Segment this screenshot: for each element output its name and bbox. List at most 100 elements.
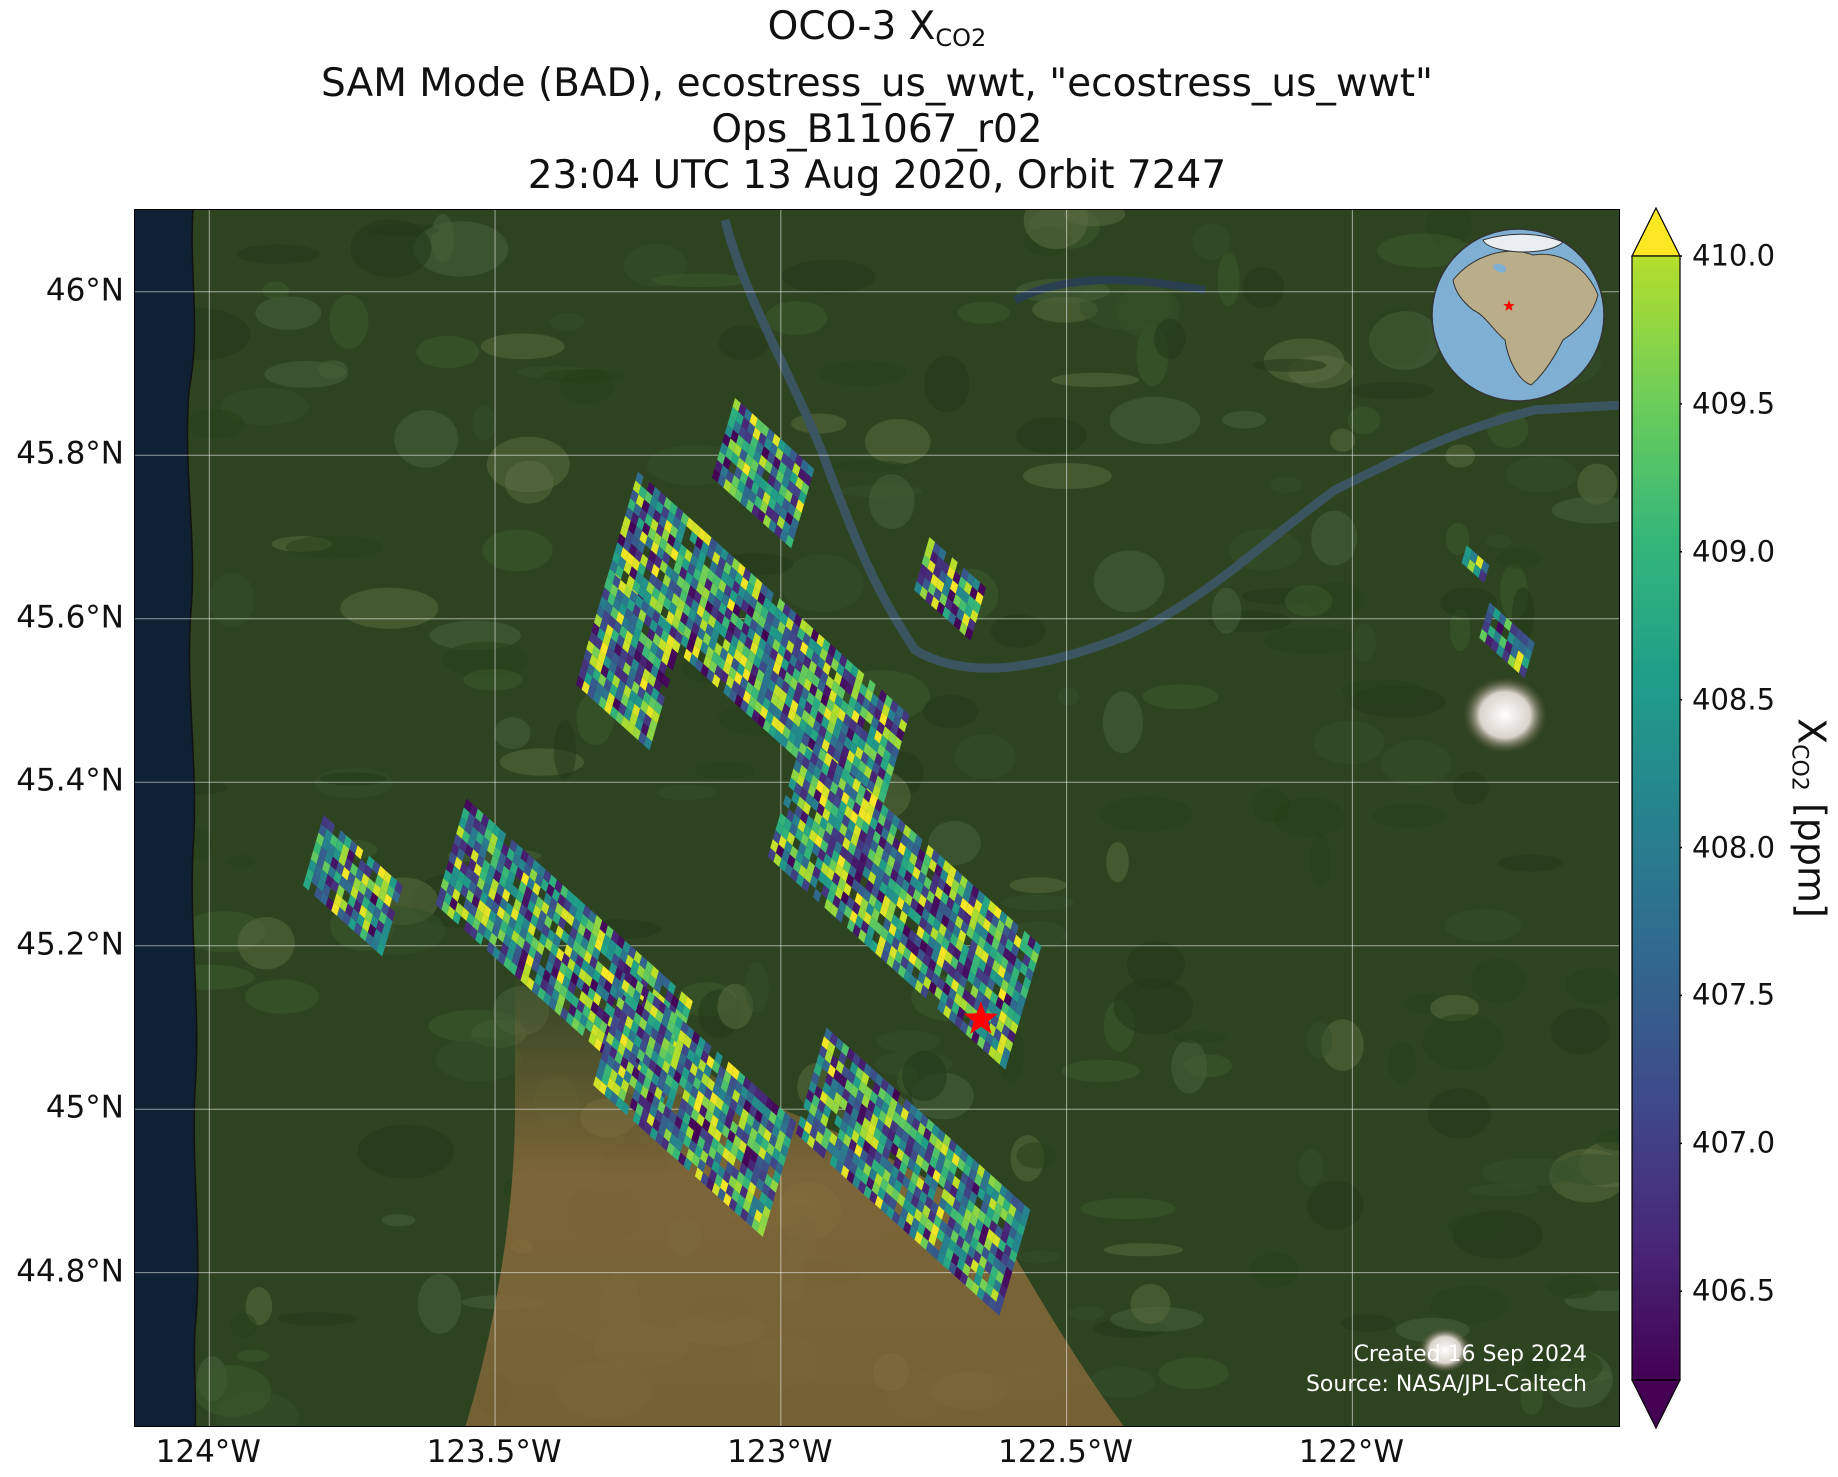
sounding-footprint [893, 1156, 902, 1171]
sounding-footprint [994, 1202, 1003, 1217]
sounding-footprint [937, 1151, 946, 1166]
sounding-footprint [333, 870, 342, 885]
sounding-footprint [691, 1153, 701, 1168]
sounding-footprint [723, 1093, 732, 1107]
sounding-footprint [823, 1104, 832, 1119]
sounding-footprint [778, 812, 787, 827]
sounding-footprint [832, 726, 841, 740]
sounding-footprint [744, 430, 753, 445]
sounding-footprint [624, 607, 633, 622]
sounding-footprint [634, 672, 643, 686]
sounding-footprint [722, 1170, 731, 1184]
sounding-footprint [674, 1115, 683, 1130]
terrain-patch [1269, 476, 1303, 493]
sounding-footprint [995, 973, 1004, 988]
sounding-footprint [751, 1218, 760, 1232]
sounding-footprint [997, 1238, 1007, 1253]
sounding-footprint [829, 734, 838, 749]
sounding-footprint [527, 922, 536, 937]
sounding-footprint [878, 835, 887, 850]
sounding-footprint [817, 1122, 826, 1136]
sounding-footprint [632, 580, 641, 594]
sounding-footprint [965, 902, 974, 917]
sounding-footprint [697, 1036, 706, 1050]
sounding-footprint [1005, 1189, 1014, 1204]
sounding-footprint [729, 689, 738, 703]
terrain-patch [245, 979, 320, 1014]
sounding-footprint [825, 652, 834, 667]
sounding-footprint [818, 701, 827, 716]
sounding-footprint [659, 1068, 668, 1083]
sounding-footprint [690, 599, 700, 614]
sounding-footprint [862, 697, 871, 711]
sounding-footprint [987, 1251, 996, 1266]
sounding-footprint [927, 582, 937, 597]
sounding-footprint [646, 1113, 655, 1127]
sounding-footprint [878, 1087, 887, 1101]
terrain-patch [1217, 252, 1240, 307]
sounding-footprint [969, 1213, 978, 1228]
terrain-patch [1341, 679, 1424, 701]
sounding-footprint [526, 976, 535, 991]
sounding-footprint [770, 465, 779, 479]
sounding-footprint [836, 831, 845, 846]
sounding-footprint [878, 1109, 887, 1124]
sounding-footprint [757, 591, 766, 606]
sounding-footprint [633, 1034, 642, 1049]
sounding-footprint [552, 911, 561, 926]
sounding-footprint [943, 1005, 952, 1019]
sounding-footprint [943, 882, 952, 897]
sounding-footprint [801, 733, 810, 748]
sounding-footprint [468, 880, 477, 895]
sounding-footprint [462, 875, 472, 890]
sounding-footprint [835, 1037, 844, 1052]
sounding-footprint [743, 1122, 752, 1136]
sounding-footprint [870, 862, 879, 877]
sounding-footprint [454, 856, 463, 871]
sounding-footprint [486, 918, 495, 933]
sounding-footprint [918, 893, 927, 908]
sounding-footprint [818, 771, 827, 785]
sounding-footprint [380, 879, 389, 894]
sounding-footprint [987, 900, 997, 915]
sounding-footprint [957, 1157, 966, 1172]
sounding-footprint [719, 647, 728, 662]
sounding-footprint [602, 934, 611, 948]
sounding-footprint [1000, 978, 1009, 993]
sounding-footprint [864, 857, 874, 871]
sounding-footprint [865, 733, 875, 748]
map-panel: Created 16 Sep 2024 Source: NASA/JPL-Cal… [134, 209, 1620, 1427]
sounding-footprint [520, 971, 529, 986]
sounding-footprint [937, 1251, 946, 1266]
terrain-patch [954, 733, 1016, 780]
sounding-footprint [592, 668, 601, 682]
sounding-footprint [571, 917, 581, 932]
sounding-footprint [598, 695, 607, 710]
sounding-footprint [798, 490, 807, 505]
terrain-patch [1497, 854, 1564, 872]
sounding-footprint [960, 1194, 969, 1209]
sounding-footprint [681, 557, 690, 572]
sounding-footprint [845, 1102, 854, 1116]
sounding-footprint [834, 1137, 843, 1152]
sounding-footprint [666, 1019, 675, 1034]
sounding-footprint [748, 672, 757, 687]
sounding-footprint [667, 1042, 676, 1057]
sounding-footprint [900, 1207, 909, 1221]
sounding-footprint [1003, 969, 1012, 984]
sounding-footprint [748, 1081, 757, 1096]
sounding-footprint [925, 1241, 935, 1255]
sounding-footprint [677, 598, 686, 612]
sounding-footprint [925, 844, 934, 859]
sounding-footprint [628, 667, 637, 681]
sounding-footprint [973, 1272, 982, 1287]
sounding-footprint [985, 909, 994, 924]
sounding-footprint [831, 1100, 840, 1115]
sounding-footprint [868, 1167, 877, 1182]
sounding-footprint [464, 844, 474, 858]
sounding-footprint [759, 1191, 768, 1206]
sounding-footprint [639, 1039, 648, 1054]
sounding-footprint [704, 1109, 713, 1124]
sounding-footprint [801, 709, 810, 724]
sounding-footprint [714, 542, 723, 557]
